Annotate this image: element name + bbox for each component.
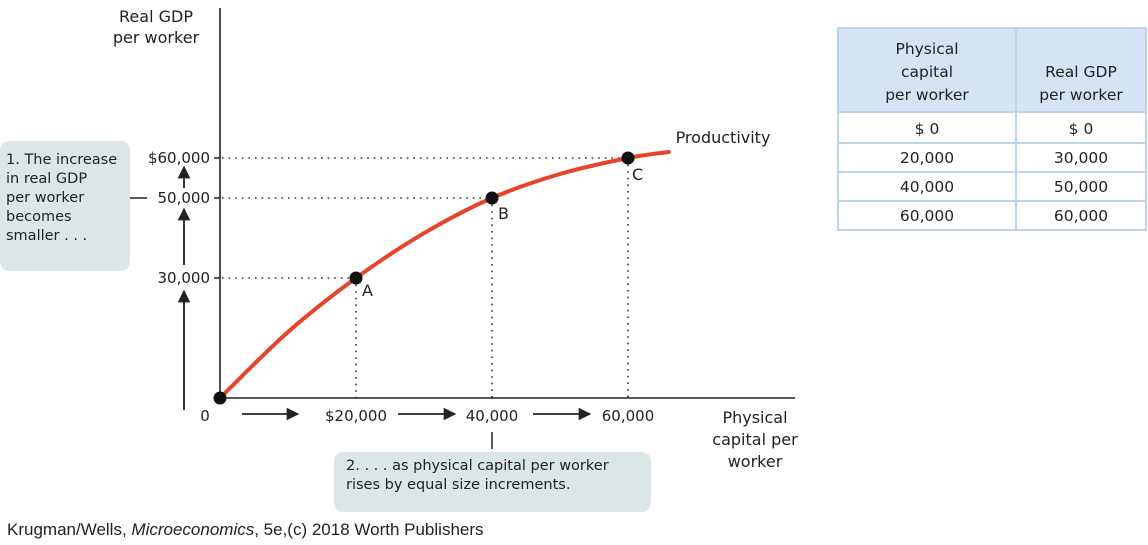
x-tick-labels: $20,000 40,000 60,000	[325, 407, 654, 425]
x-tick-label: $20,000	[325, 407, 387, 425]
table-row: 60,000 60,000	[837, 200, 1147, 231]
x-axis-title: Physical capital per worker	[712, 408, 798, 471]
note-line: becomes	[6, 209, 72, 225]
note-line: per worker	[6, 190, 85, 206]
note-line: smaller . . .	[6, 228, 88, 244]
note-equal-increments: 2. . . . as physical capital per worker …	[334, 452, 651, 512]
header-real-gdp: Real GDP per worker	[1015, 28, 1147, 113]
origin-label: 0	[200, 407, 210, 425]
point-layer: A B C	[213, 151, 643, 405]
table-cell: 60,000	[1015, 200, 1147, 231]
y-axis-title-line: per worker	[113, 28, 200, 47]
table-row: $ 0 $ 0	[837, 111, 1147, 144]
table-cell: $ 0	[837, 111, 1017, 144]
series-label: Productivity	[676, 128, 771, 147]
y-tick-label: 30,000	[158, 269, 211, 287]
x-tick-label: 40,000	[466, 407, 519, 425]
axes	[219, 8, 795, 399]
credit-suffix: , 5e,(c) 2018 Worth Publishers	[254, 520, 484, 539]
x-axis-title-line: Physical	[722, 408, 787, 427]
point-label: A	[362, 281, 373, 300]
y-tick-label: 50,000	[158, 189, 211, 207]
data-point	[349, 271, 363, 285]
note-line: in real GDP	[6, 171, 88, 187]
data-point	[621, 151, 635, 165]
series-layer: Productivity	[218, 128, 771, 400]
data-point	[485, 191, 499, 205]
table-row: 20,000 30,000	[837, 142, 1147, 173]
header-line: per worker	[1039, 86, 1123, 104]
header-line: per worker	[885, 86, 969, 104]
note-line: 1. The increase	[6, 152, 118, 168]
table-cell: $ 0	[1015, 111, 1147, 144]
guide-lines	[222, 157, 629, 400]
table-cell: 40,000	[837, 171, 1017, 202]
note-line: rises by equal size increments.	[346, 477, 571, 493]
y-axis-title-line: Real GDP	[119, 7, 193, 26]
note-increase-smaller: 1. The increase in real GDP per worker b…	[0, 141, 130, 271]
point-label: B	[498, 204, 509, 223]
note-line: 2. . . . as physical capital per worker	[346, 458, 609, 474]
y-tick-labels: 30,000 50,000 $60,000	[148, 149, 220, 287]
origin-point	[213, 391, 227, 405]
increment-arrows	[127, 165, 592, 449]
credit-title: Microeconomics	[131, 520, 255, 539]
x-axis-title-line: capital per	[712, 430, 798, 449]
y-tick-label: $60,000	[148, 149, 210, 167]
header-physical-capital: Physical capital per worker	[837, 28, 1017, 113]
productivity-curve	[218, 150, 671, 400]
header-line: capital	[900, 63, 954, 81]
source-credit: Krugman/Wells, Microeconomics, 5e,(c) 20…	[7, 520, 484, 540]
header-line: Physical	[895, 40, 959, 58]
table-cell: 50,000	[1015, 171, 1147, 202]
credit-prefix: Krugman/Wells,	[7, 520, 132, 539]
x-axis-title-line: worker	[728, 452, 783, 471]
y-axis-title: Real GDP per worker	[113, 7, 200, 47]
header-line: Real GDP	[1045, 63, 1117, 81]
table-row: 40,000 50,000	[837, 171, 1147, 202]
table-header-row: Physical capital per worker Real GDP per…	[837, 28, 1147, 113]
data-table: Physical capital per worker Real GDP per…	[837, 27, 1147, 231]
x-tick-label: 60,000	[602, 407, 655, 425]
table-cell: 30,000	[1015, 142, 1147, 173]
table-cell: 60,000	[837, 200, 1017, 231]
point-label: C	[632, 165, 643, 184]
table-cell: 20,000	[837, 142, 1017, 173]
